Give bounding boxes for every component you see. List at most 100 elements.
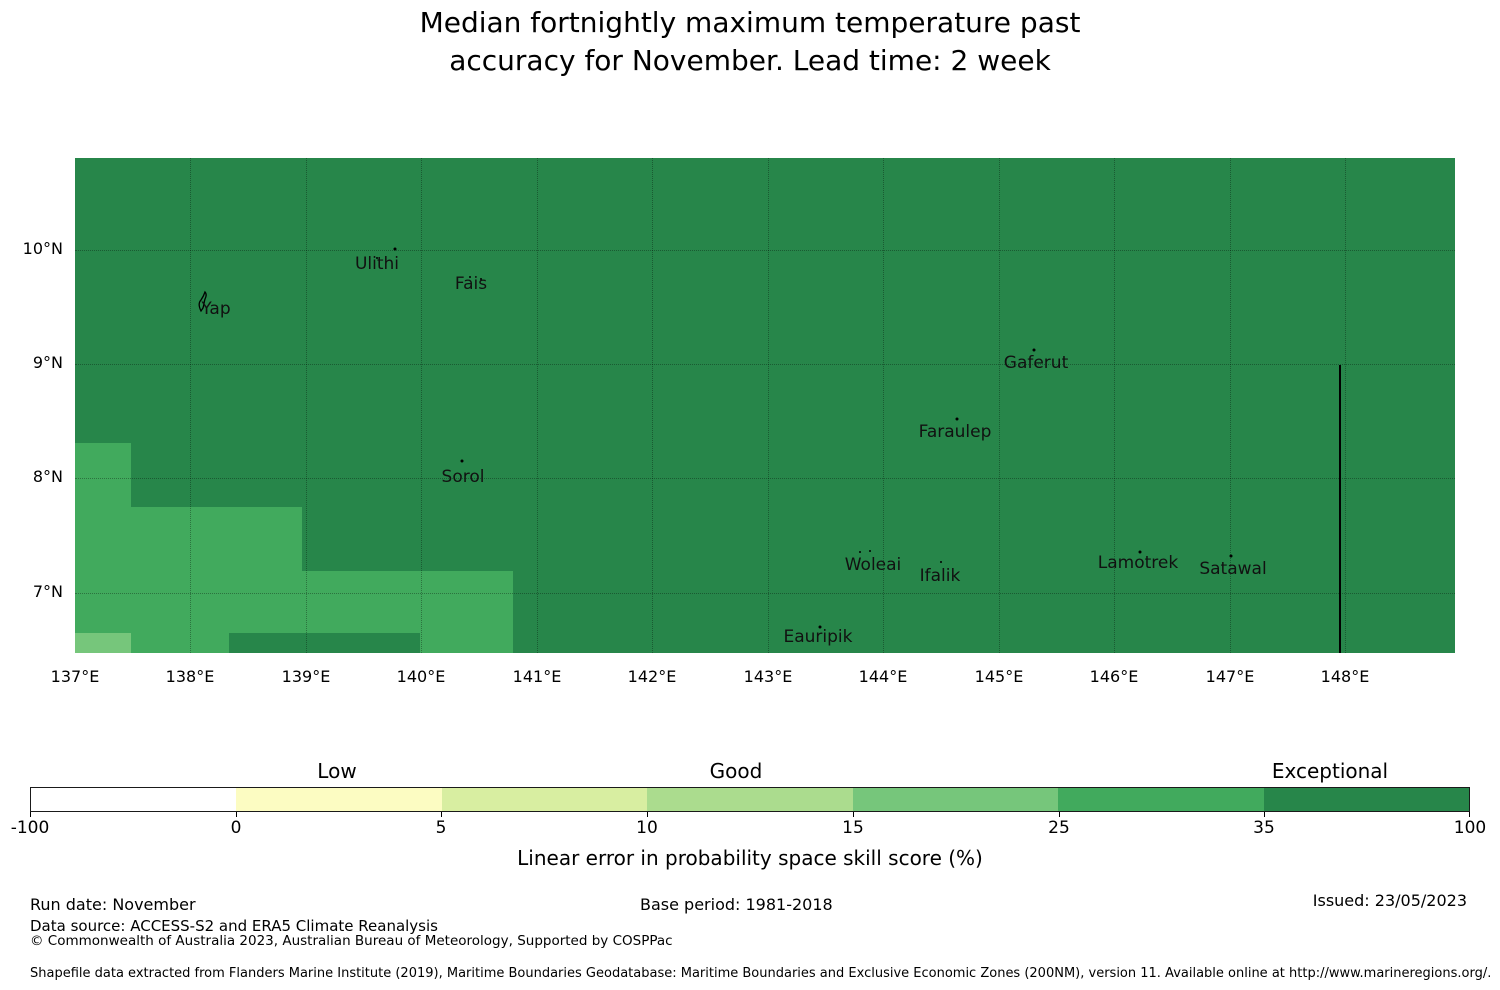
island-label-lamotrek: Lamotrek <box>1097 553 1179 573</box>
skill-region-25-35 <box>75 443 131 507</box>
colorbar-tick-5: 5 <box>435 818 447 838</box>
ytick-10n: 10°N <box>22 239 63 258</box>
xtick-139e: 139°E <box>281 667 331 686</box>
colorbar-segment-25-35 <box>1058 788 1264 811</box>
skill-region-35-100 <box>229 633 420 653</box>
issued-date-text: Issued: 23/05/2023 <box>1312 891 1467 910</box>
colorbar-segment-5-10 <box>441 788 648 811</box>
data-source-text: Data source: ACCESS-S2 and ERA5 Climate … <box>30 917 438 935</box>
colorbar-tick-35: 35 <box>1253 818 1275 838</box>
gridline-138e <box>190 158 191 653</box>
skill-region-25-35 <box>420 633 513 653</box>
xtick-140e: 140°E <box>396 667 446 686</box>
gridline-139e <box>306 158 307 653</box>
gridline-146e <box>1114 158 1115 653</box>
eez-boundary-line <box>1339 365 1341 653</box>
gridline-145e <box>999 158 1000 653</box>
island-label-gaferut: Gaferut <box>1003 353 1069 373</box>
gridline-10n <box>75 250 1455 251</box>
colorbar-tick-0: 0 <box>230 818 242 838</box>
ytick-8n: 8°N <box>32 467 63 486</box>
xtick-138e: 138°E <box>165 667 215 686</box>
sorol-island-marker <box>460 459 464 463</box>
xtick-141e: 141°E <box>512 667 562 686</box>
run-date-text: Run date: November <box>30 895 196 914</box>
colorbar-tickmark <box>1264 812 1265 817</box>
woleai-island-marker <box>859 551 861 553</box>
ulithi-island-marker <box>393 247 397 251</box>
island-label-satawal: Satawal <box>1199 559 1267 579</box>
xtick-145e: 145°E <box>974 667 1024 686</box>
skill-region-25-35 <box>131 633 229 653</box>
gaferut-island-marker <box>1032 348 1036 352</box>
colorbar-tick-100: 100 <box>1453 818 1487 838</box>
colorbar-tickmark <box>30 812 31 817</box>
colorbar-segment-35-100 <box>1263 788 1469 811</box>
colorbar-tickmark <box>1059 812 1060 817</box>
lamotrek-island-marker <box>1138 550 1142 554</box>
colorbar-category-low: Low <box>317 759 357 783</box>
colorbar-tick-25: 25 <box>1048 818 1070 838</box>
fais-island-marker <box>469 276 471 278</box>
colorbar-category-good: Good <box>709 759 763 783</box>
yap-island-shape <box>198 290 207 313</box>
xtick-142e: 142°E <box>627 667 677 686</box>
xtick-148e: 148°E <box>1320 667 1370 686</box>
fais-island-marker <box>480 278 482 280</box>
ifalik-island-marker <box>940 561 942 563</box>
gridline-148e <box>1345 158 1346 653</box>
island-label-sorol: Sorol <box>441 467 485 487</box>
shapefile-attribution-text: Shapefile data extracted from Flanders M… <box>30 966 1492 981</box>
colorbar-tickmark <box>853 812 854 817</box>
gridline-141e <box>537 158 538 653</box>
xtick-144e: 144°E <box>858 667 908 686</box>
colorbar-tick-15: 15 <box>842 818 864 838</box>
colorbar-tickmark <box>441 812 442 817</box>
gridline-142e <box>652 158 653 653</box>
colorbar-tickmark <box>647 812 648 817</box>
ytick-9n: 9°N <box>32 353 63 372</box>
island-label-woleai: Woleai <box>844 555 902 575</box>
figure-title: Median fortnightly maximum temperature p… <box>0 4 1500 80</box>
gridline-7n <box>75 593 1455 594</box>
gridline-143e <box>768 158 769 653</box>
gridline-140e <box>421 158 422 653</box>
colorbar-tick-neg100: -100 <box>10 818 50 838</box>
colorbar-tickmark <box>236 812 237 817</box>
island-label-fais: Fais <box>454 274 488 294</box>
gridline-147e <box>1230 158 1231 653</box>
eauripik-island-marker <box>818 625 822 629</box>
island-label-yap: Yap <box>201 299 231 319</box>
xtick-147e: 147°E <box>1205 667 1255 686</box>
woleai-island-marker <box>869 550 871 552</box>
figure-title-line2: accuracy for November. Lead time: 2 week <box>449 44 1051 77</box>
gridline-8n <box>75 478 1455 479</box>
base-period-text: Base period: 1981-2018 <box>640 895 833 914</box>
colorbar-axis-label: Linear error in probability space skill … <box>517 846 983 870</box>
colorbar <box>30 787 1470 812</box>
island-label-ifalik: Ifalik <box>919 566 961 586</box>
colorbar-segment-15-25 <box>852 788 1059 811</box>
skill-region-25-35 <box>75 571 513 633</box>
colorbar-category-exceptional: Exceptional <box>1271 759 1389 783</box>
colorbar-tickmark <box>1469 812 1470 817</box>
island-label-ulithi: Ulithi <box>354 254 400 274</box>
ytick-7n: 7°N <box>32 582 63 601</box>
gridline-144e <box>883 158 884 653</box>
colorbar-segment-0-5 <box>236 788 442 811</box>
colorbar-segment-10-15 <box>647 788 853 811</box>
figure-title-line1: Median fortnightly maximum temperature p… <box>419 6 1081 39</box>
copyright-text: © Commonwealth of Australia 2023, Austra… <box>30 933 673 949</box>
gridline-9n <box>75 364 1455 365</box>
xtick-146e: 146°E <box>1089 667 1139 686</box>
faraulep-island-marker <box>955 417 959 421</box>
xtick-143e: 143°E <box>743 667 793 686</box>
skill-region-15-25 <box>75 633 131 653</box>
colorbar-tick-10: 10 <box>636 818 658 838</box>
map-canvas: Ulithi Fais Yap Gaferut Faraulep Sorol W… <box>75 158 1455 653</box>
colorbar-segment-neg100-0 <box>31 788 237 811</box>
ulithi-island-marker <box>376 257 378 259</box>
satawal-island-marker <box>1229 554 1233 558</box>
xtick-137e: 137°E <box>50 667 100 686</box>
skill-region-25-35 <box>75 507 302 571</box>
